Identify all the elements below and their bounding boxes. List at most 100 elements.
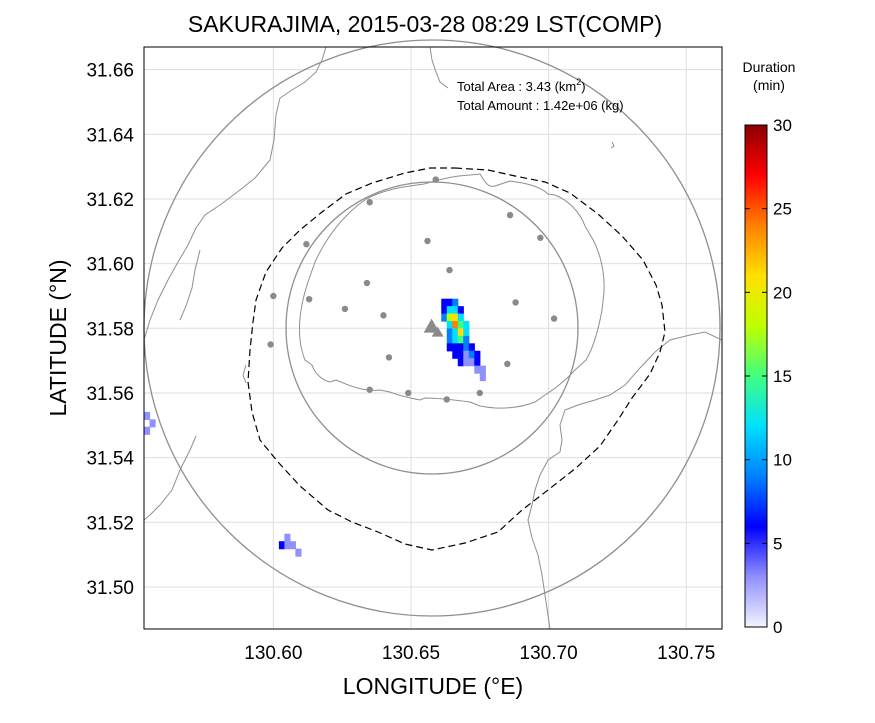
duration-cell xyxy=(457,328,464,337)
y-tick-label: 31.50 xyxy=(86,578,134,599)
duration-cell xyxy=(446,313,453,322)
duration-cell xyxy=(457,313,464,322)
duration-cell xyxy=(474,358,481,367)
station-point xyxy=(380,312,387,319)
duration-cell xyxy=(278,541,285,550)
station-point xyxy=(366,386,373,393)
range-ring-10km xyxy=(285,181,579,475)
coastline-osumi xyxy=(527,331,722,629)
duration-cell xyxy=(479,365,486,374)
station-point xyxy=(443,396,450,403)
station-point xyxy=(550,315,558,322)
duration-cell xyxy=(446,343,453,352)
y-tick-label: 31.62 xyxy=(86,190,134,211)
duration-cell xyxy=(452,328,459,337)
duration-cell xyxy=(446,328,453,337)
duration-cell xyxy=(144,426,151,435)
colorbar-tick-label: 10 xyxy=(773,451,792,470)
volcano-triangle xyxy=(423,318,440,333)
duration-cell xyxy=(446,335,453,344)
grid xyxy=(144,47,722,629)
coastline-sakurajima xyxy=(299,173,605,409)
x-tick-label: 130.70 xyxy=(520,643,578,664)
duration-cell xyxy=(479,373,486,382)
duration-cell xyxy=(457,306,464,315)
duration-cell xyxy=(144,411,151,420)
coastline-islet xyxy=(610,141,615,149)
y-tick-label: 31.58 xyxy=(86,319,134,340)
station-point xyxy=(424,237,431,245)
duration-cell xyxy=(149,419,156,428)
duration-cell xyxy=(284,533,291,542)
duration-cell xyxy=(452,313,459,322)
duration-cell xyxy=(295,548,302,557)
total-area-close: ) xyxy=(581,79,585,94)
duration-cell xyxy=(446,306,453,315)
x-tick-label: 130.65 xyxy=(382,643,440,664)
duration-cell xyxy=(468,350,475,359)
total-amount-text: Total Amount : 1.42e+06 (kg) xyxy=(457,98,624,113)
coastline-island xyxy=(242,364,247,384)
colorbar-ticks: 0 5 10 15 20 25 30 xyxy=(745,116,792,637)
y-tick-label: 31.54 xyxy=(86,449,134,470)
station-point xyxy=(504,360,511,368)
duration-cell xyxy=(457,335,464,344)
duration-cell xyxy=(457,358,464,367)
duration-cell xyxy=(441,298,448,307)
duration-cell xyxy=(452,321,459,330)
station-point xyxy=(341,305,349,313)
duration-cell xyxy=(474,350,481,359)
station-point xyxy=(506,211,514,219)
duration-cell xyxy=(463,328,470,337)
colorbar-tick-label: 30 xyxy=(773,116,792,135)
stations xyxy=(267,176,558,403)
range-ring-dashed xyxy=(247,167,666,551)
colorbar-tick-label: 15 xyxy=(773,367,792,386)
colorbar-tick-label: 0 xyxy=(773,618,782,637)
station-point xyxy=(363,279,371,287)
ash-duration-cells xyxy=(144,298,486,557)
duration-cell xyxy=(441,313,448,322)
duration-cell xyxy=(474,365,481,374)
coastline-west-2 xyxy=(144,435,197,521)
colorbar-title: Duration xyxy=(743,59,796,75)
colorbar-tick-label: 5 xyxy=(773,534,782,553)
station-point xyxy=(270,292,277,300)
station-point xyxy=(446,266,453,274)
coastline-kagoshima xyxy=(144,47,327,341)
total-area-text: Total Area : 3.43 (km2) xyxy=(457,77,586,94)
duration-cell xyxy=(446,321,453,330)
duration-cell xyxy=(468,343,475,352)
station-point xyxy=(405,389,412,397)
station-point xyxy=(476,389,483,397)
colorbar-unit: (min) xyxy=(753,77,785,93)
duration-cell xyxy=(441,306,448,315)
duration-cell xyxy=(446,298,453,307)
colorbar-tick-label: 25 xyxy=(773,200,792,219)
y-tick-label: 31.66 xyxy=(86,61,134,82)
coastline-west-1 xyxy=(179,249,201,321)
duration-cell xyxy=(463,321,470,330)
duration-cell xyxy=(452,298,459,307)
total-area-sup: 2 xyxy=(576,77,581,87)
duration-cell xyxy=(457,343,464,352)
plot-frame xyxy=(143,46,723,630)
station-point xyxy=(432,176,439,183)
station-point xyxy=(385,354,393,361)
total-area-label: Total Area : 3.43 (km xyxy=(457,79,576,94)
y-tick-label: 31.64 xyxy=(86,125,134,146)
station-point xyxy=(267,341,274,348)
duration-cell xyxy=(463,335,470,344)
y-tick-label: 31.60 xyxy=(86,255,134,276)
x-tick-label: 130.75 xyxy=(657,643,715,664)
duration-cell xyxy=(463,350,470,359)
station-point xyxy=(537,234,544,241)
coastline-north xyxy=(429,47,449,89)
station-point xyxy=(366,199,373,206)
duration-cell xyxy=(289,541,296,550)
duration-cell xyxy=(452,306,459,315)
chart-title: SAKURAJIMA, 2015-03-28 08:29 LST(COMP) xyxy=(188,11,662,37)
volcano-triangle xyxy=(431,326,444,337)
duration-cell xyxy=(452,350,459,359)
